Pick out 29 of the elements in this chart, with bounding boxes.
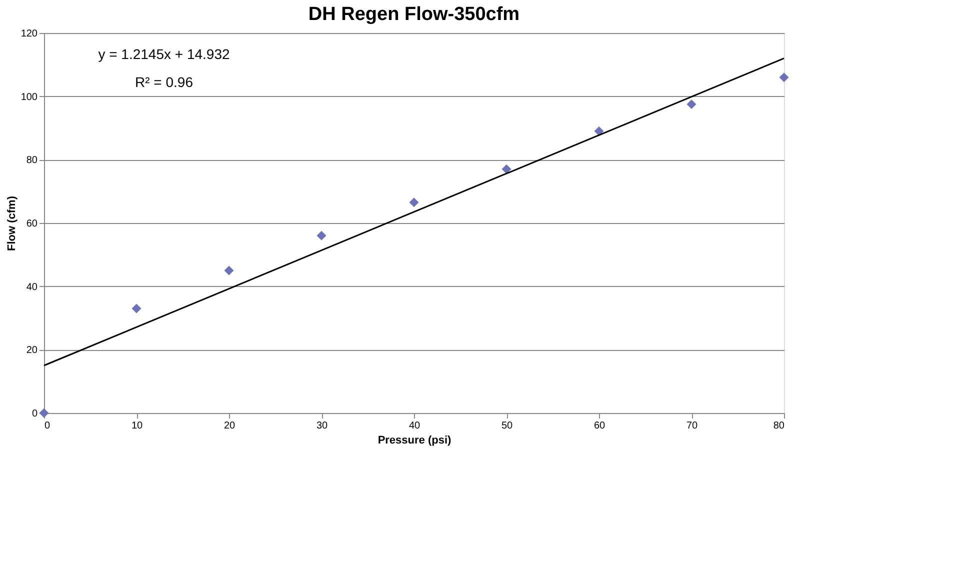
y-tick-label: 100 [20, 92, 38, 103]
annotation: R² = 0.96 [135, 74, 194, 90]
point [224, 266, 234, 276]
annotation: y = 1.2145x + 14.932 [98, 46, 230, 62]
y-tick-label: 120 [20, 28, 38, 40]
y-tick-label: 20 [26, 345, 38, 356]
point [686, 100, 696, 109]
y-tick-label: 80 [26, 155, 38, 166]
x-axis-title: Pressure (psi) [378, 434, 452, 446]
chart-title: DH Regen Flow-350cfm [308, 4, 520, 25]
y-tick-label: 40 [26, 282, 38, 293]
x-tick-label: 70 [686, 420, 698, 432]
x-tick-label: 60 [594, 420, 606, 432]
point [316, 230, 326, 240]
x-tick-label: 10 [131, 420, 143, 432]
point [409, 198, 419, 208]
y-axis-title: Flow (cfm) [6, 196, 18, 251]
x-tick-label: 40 [408, 420, 420, 432]
point [779, 72, 789, 82]
y-tick-label: 0 [32, 408, 38, 420]
x-tick-label: 0 [44, 420, 50, 432]
x-tick-label: 50 [501, 420, 513, 432]
point [132, 304, 142, 314]
x-tick-label: 20 [224, 420, 236, 432]
point [502, 164, 512, 174]
x-tick-label: 30 [316, 420, 328, 432]
x-tick-label: 80 [773, 420, 785, 432]
point [594, 126, 604, 136]
y-tick-label: 60 [26, 218, 38, 230]
